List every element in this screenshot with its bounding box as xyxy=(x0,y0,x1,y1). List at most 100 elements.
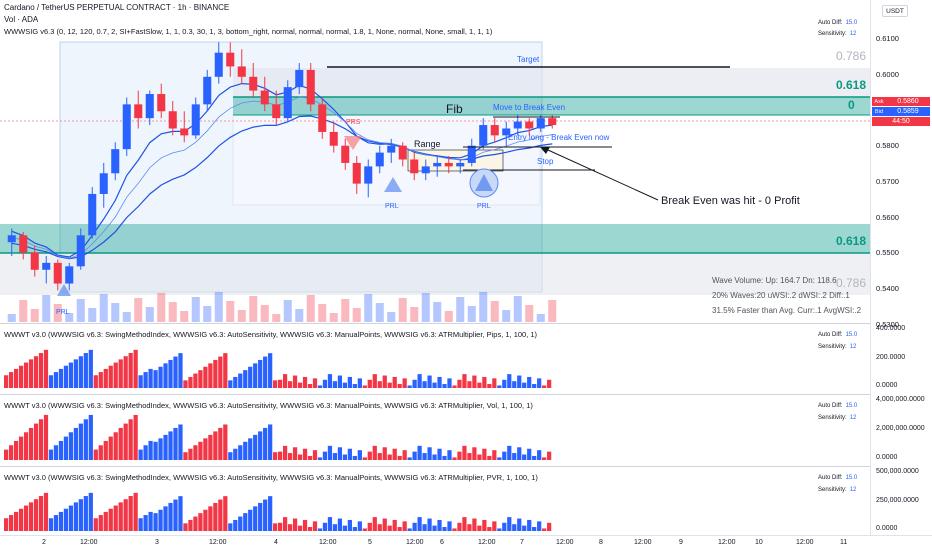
histogram-bar xyxy=(228,523,233,531)
histogram-bar xyxy=(407,385,412,388)
volume-bar xyxy=(260,305,269,322)
countdown-tag: 44:50 xyxy=(872,117,930,126)
histogram-bar xyxy=(173,499,178,531)
histogram-bar xyxy=(432,382,437,388)
volume-bar xyxy=(99,294,108,322)
sub-panel[interactable]: WWWT v3.0 (WWWSIG v6.3: SwingMethodIndex… xyxy=(0,394,870,464)
histogram-bar xyxy=(143,515,148,531)
time-axis[interactable] xyxy=(0,535,932,550)
currency-tag[interactable]: USDT xyxy=(882,5,908,17)
histogram-bar xyxy=(218,499,223,531)
sub-axis-label: 500,000.0000 xyxy=(876,468,919,475)
histogram-bar xyxy=(48,518,54,531)
histogram-bar xyxy=(33,423,39,460)
histogram-bar xyxy=(477,525,482,531)
histogram-bar xyxy=(63,508,69,531)
histogram-bar xyxy=(322,379,328,388)
candle-down xyxy=(30,252,39,270)
candle-down xyxy=(548,118,557,126)
symbol-title[interactable]: Cardano / TetherUS PERPETUAL CONTRACT · … xyxy=(4,3,230,12)
histogram-bar xyxy=(123,423,128,460)
time-axis-label: 4 xyxy=(274,539,278,546)
sub-axis-label: 400.0000 xyxy=(876,325,906,332)
buy-signal-triangle xyxy=(475,174,493,191)
histogram-bar xyxy=(253,363,258,388)
sub-axis-label: 200.0000 xyxy=(876,353,906,361)
volume-bar xyxy=(525,305,534,322)
volume-group xyxy=(7,292,557,322)
histogram-bar xyxy=(23,432,29,460)
histogram-bar xyxy=(407,528,412,531)
histogram-bar xyxy=(502,451,507,460)
auto-diff-badge: Auto Diff: 15.0 xyxy=(818,475,858,481)
volume-bar xyxy=(145,307,154,322)
histogram-bar xyxy=(168,359,173,388)
sub-panel-legend[interactable]: WWWT v3.0 (WWWSIG v6.3: SwingMethodIndex… xyxy=(4,473,538,482)
histogram-bar xyxy=(123,499,128,531)
sub-panel-legend[interactable]: WWWT v3.0 (WWWSIG v6.3: SwingMethodIndex… xyxy=(4,401,533,410)
candle-down xyxy=(249,76,258,91)
histogram-bar xyxy=(287,381,293,388)
sub-axis-label: 4,000,000.0000 xyxy=(876,396,925,403)
fib-label-lower-786: 0.786 xyxy=(836,276,867,290)
price-axis-label: 0.5700 xyxy=(876,176,899,186)
histogram-bar xyxy=(437,448,442,460)
histogram-bar xyxy=(13,440,19,460)
histogram-bar xyxy=(93,449,98,460)
histogram-bar xyxy=(198,370,203,388)
histogram-bar xyxy=(268,353,273,388)
time-axis-label: 5 xyxy=(368,539,372,546)
histogram-bar xyxy=(208,363,213,388)
volume-bar xyxy=(283,300,292,322)
histogram-bar xyxy=(78,356,83,388)
candle-up xyxy=(513,121,522,129)
histogram-bar xyxy=(307,384,313,388)
time-axis-label: 6 xyxy=(440,539,444,546)
histogram-bar xyxy=(287,453,293,460)
histogram-bar xyxy=(422,453,427,460)
histogram-bar xyxy=(492,521,497,531)
histogram-bar xyxy=(163,434,168,460)
volume-bar xyxy=(249,296,258,322)
histogram-bar xyxy=(193,445,198,460)
histogram-bar xyxy=(352,455,357,460)
histogram-bar xyxy=(532,384,537,388)
histogram-bar xyxy=(158,438,163,460)
histogram-bar xyxy=(263,427,268,460)
candle-down xyxy=(525,121,534,129)
annotation-stop: Stop xyxy=(537,157,554,166)
time-axis-label: 12:00 xyxy=(478,539,496,546)
histogram-bar xyxy=(118,427,123,460)
histogram-bar xyxy=(282,445,288,460)
histogram-bar xyxy=(48,375,54,388)
indicator-legend[interactable]: WWWSIG v6.3 (0, 12, 120, 0.7, 2, SI+Fast… xyxy=(4,27,493,36)
histogram-bar xyxy=(287,524,293,531)
histogram-bar xyxy=(532,527,537,531)
sub-panel[interactable]: WWWT v3.0 (WWWSIG v6.3: SwingMethodIndex… xyxy=(0,466,870,535)
fib-label-upper-618: 0.618 xyxy=(836,78,867,92)
histogram-bar xyxy=(542,528,547,531)
price-axis-label: 0.6100 xyxy=(876,34,899,43)
histogram-bar xyxy=(397,384,402,388)
histogram-bar xyxy=(457,379,462,388)
histogram-bar xyxy=(327,517,333,531)
sub-panel[interactable]: WWWT v3.0 (WWWSIG v6.3: SwingMethodIndex… xyxy=(0,323,870,392)
sub-panel-legend[interactable]: WWWT v3.0 (WWWSIG v6.3: SwingMethodIndex… xyxy=(4,330,538,339)
histogram-bar xyxy=(302,448,308,460)
volume-bar xyxy=(111,303,120,322)
time-axis-label: 12:00 xyxy=(319,539,337,546)
histogram-bar xyxy=(38,419,44,460)
histogram-bar xyxy=(472,447,477,460)
histogram-bar xyxy=(188,448,193,460)
histogram-bar xyxy=(28,427,34,460)
annotation-move-be: Move to Break Even xyxy=(493,103,566,112)
time-axis-label: 8 xyxy=(599,539,603,546)
price-axis[interactable] xyxy=(870,0,932,535)
volume-bar xyxy=(65,313,74,322)
volume-legend[interactable]: Vol · ADA xyxy=(4,15,39,24)
histogram-bar xyxy=(537,521,542,531)
candle-down xyxy=(237,66,246,77)
histogram-bar xyxy=(437,376,442,388)
histogram-bar xyxy=(427,518,432,531)
